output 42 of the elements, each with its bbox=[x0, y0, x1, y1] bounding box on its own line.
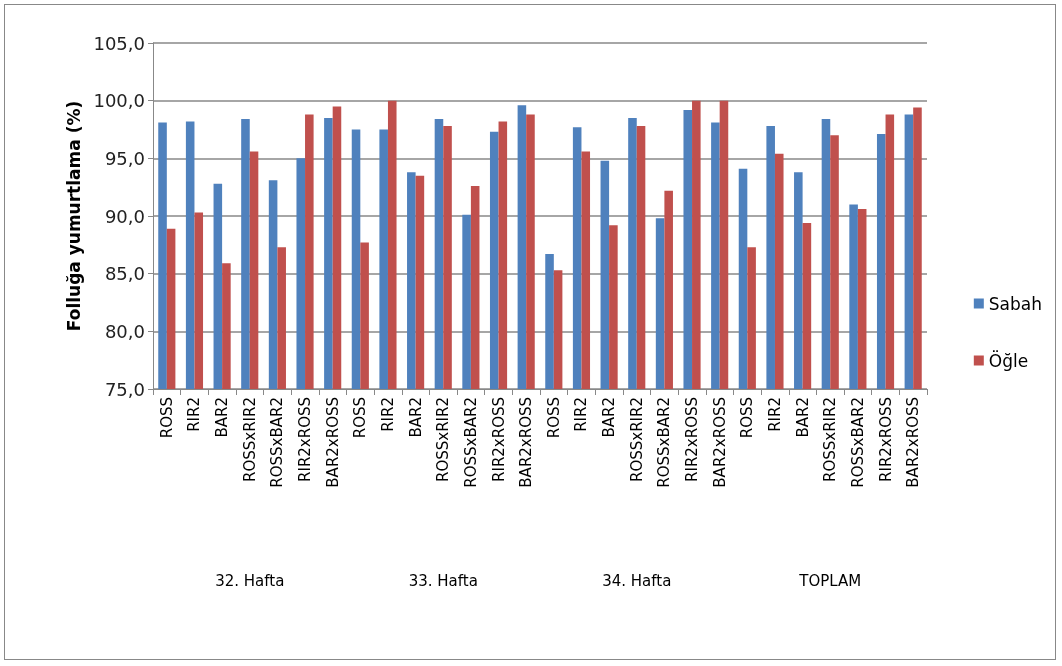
x-tick-label: BAR2 bbox=[793, 397, 812, 438]
x-tick-label: BAR2xROSS bbox=[517, 397, 536, 488]
x-tick-label: ROSSxRIR2 bbox=[821, 397, 840, 482]
x-tick-label: ROSSxBAR2 bbox=[461, 397, 480, 488]
x-tick-label: RIR2xROSS bbox=[683, 397, 702, 482]
x-tick-label: ROSSxBAR2 bbox=[268, 397, 287, 488]
y-tick-label: 95,0 bbox=[104, 147, 145, 169]
text: 34. Hafta bbox=[602, 572, 672, 590]
x-tick-label: BAR2xROSS bbox=[710, 397, 729, 488]
y-axis-title: Folluğa yumurtlama (%) bbox=[64, 100, 85, 332]
x-tick-label: BAR2xROSS bbox=[323, 397, 342, 488]
y-tick-label: 85,0 bbox=[104, 263, 145, 285]
x-tick-label: BAR2xROSS bbox=[904, 397, 923, 488]
x-tick-label: BAR2 bbox=[600, 397, 619, 438]
x-tick-label: ROSS bbox=[544, 397, 563, 439]
text: 32. Hafta bbox=[215, 572, 285, 590]
text: TOPLAM bbox=[798, 572, 862, 590]
x-tick-label: RIR2xROSS bbox=[296, 397, 315, 482]
y-tick-label: 105,0 bbox=[93, 32, 145, 54]
x-tick-label: ROSS bbox=[351, 397, 370, 439]
x-tick-label: ROSSxBAR2 bbox=[848, 397, 867, 488]
y-tick-label: 75,0 bbox=[104, 378, 145, 400]
x-tick-label: ROSS bbox=[738, 397, 757, 439]
y-tick-label: 80,0 bbox=[104, 320, 145, 342]
x-tick-label: ROSSxRIR2 bbox=[434, 397, 453, 482]
x-tick-label: ROSSxRIR2 bbox=[627, 397, 646, 482]
legend-label: Öğle bbox=[988, 349, 1029, 371]
x-tick-label: RIR2 bbox=[185, 397, 204, 432]
x-tick-label: RIR2xROSS bbox=[876, 397, 895, 482]
y-tick-label: 100,0 bbox=[93, 90, 145, 112]
x-tick-label: BAR2 bbox=[213, 397, 232, 438]
x-tick-label: ROSSxRIR2 bbox=[240, 397, 259, 482]
x-tick-label: RIR2 bbox=[572, 397, 591, 432]
legend-label: Sabah bbox=[988, 293, 1043, 314]
x-tick-label: RIR2 bbox=[378, 397, 397, 432]
x-tick-label: ROSS bbox=[157, 397, 176, 439]
text: 33. Hafta bbox=[408, 572, 478, 590]
x-tick-label: RIR2xROSS bbox=[489, 397, 508, 482]
x-tick-label: ROSSxBAR2 bbox=[655, 397, 674, 488]
x-tick-label: RIR2 bbox=[765, 397, 784, 432]
x-tick-label: BAR2 bbox=[406, 397, 425, 438]
y-tick-label: 90,0 bbox=[104, 205, 145, 227]
